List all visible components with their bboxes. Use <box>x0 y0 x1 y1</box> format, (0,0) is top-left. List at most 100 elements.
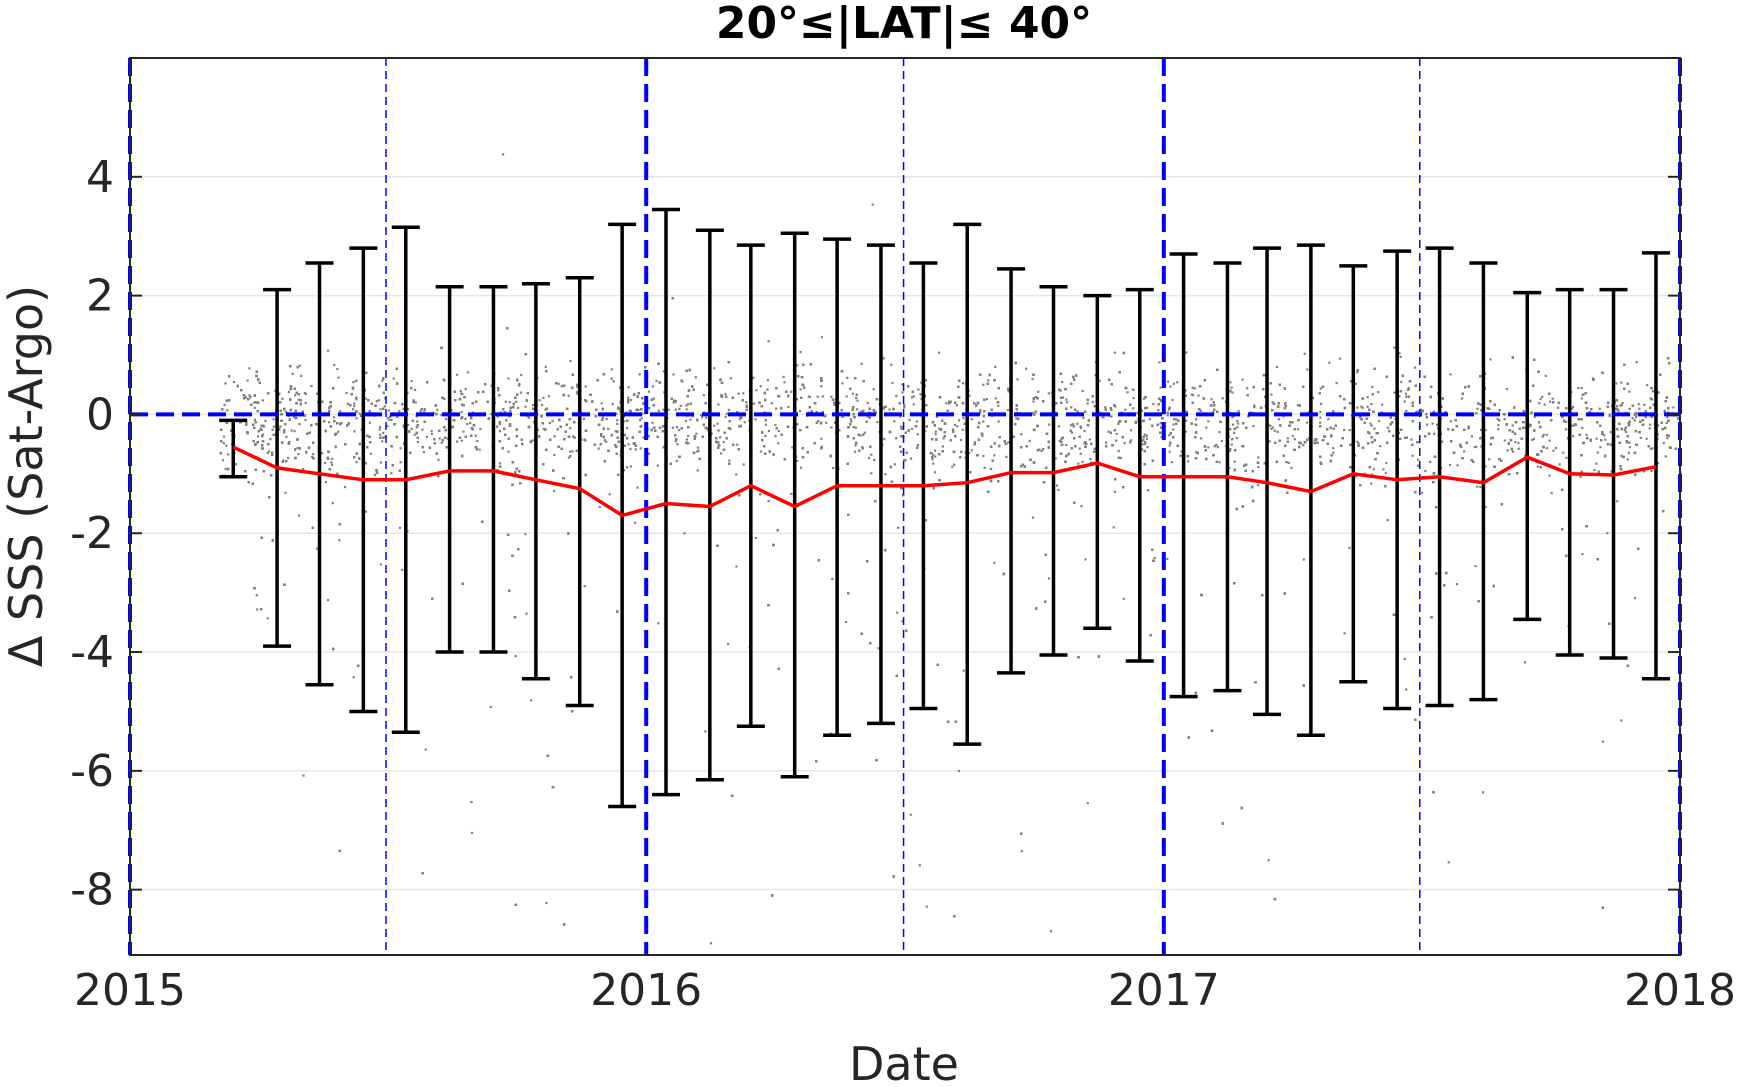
scatter-point <box>1615 382 1618 385</box>
scatter-point <box>390 418 393 422</box>
scatter-point <box>1141 448 1144 451</box>
scatter-point <box>959 438 963 442</box>
scatter-point <box>1123 442 1126 445</box>
scatter-point <box>766 388 769 391</box>
scatter-point <box>1580 397 1583 400</box>
scatter-point <box>1216 446 1219 449</box>
scatter-point <box>1511 424 1514 427</box>
scatter-point <box>1393 346 1396 349</box>
scatter-point <box>791 446 794 449</box>
scatter-point <box>312 453 315 456</box>
scatter-point <box>1132 397 1135 400</box>
scatter-point <box>352 381 355 384</box>
scatter-point <box>1296 404 1299 407</box>
scatter-point <box>1285 460 1288 464</box>
scatter-point <box>1615 407 1618 410</box>
scatter-point <box>1071 423 1075 426</box>
scatter-point <box>932 454 935 457</box>
scatter-point <box>774 435 777 438</box>
scatter-point <box>1136 412 1139 415</box>
scatter-point <box>227 453 230 456</box>
scatter-point <box>567 394 570 397</box>
scatter-point <box>696 450 699 453</box>
scatter-point <box>852 426 855 429</box>
scatter-point <box>1117 449 1120 452</box>
scatter-point <box>956 425 959 428</box>
scatter-point <box>1580 387 1583 390</box>
scatter-point <box>1665 421 1668 424</box>
scatter-point <box>398 526 401 529</box>
scatter-point <box>272 433 275 436</box>
scatter-point <box>1634 416 1638 419</box>
scatter-point <box>1079 426 1083 430</box>
scatter-point <box>1620 381 1623 384</box>
scatter-point <box>1635 414 1638 417</box>
scatter-point <box>636 486 639 489</box>
scatter-point <box>997 420 1000 423</box>
scatter-point <box>1381 403 1384 406</box>
scatter-point <box>709 942 713 945</box>
scatter-point <box>1277 418 1281 421</box>
scatter-point <box>1213 445 1216 448</box>
scatter-point <box>1049 930 1052 933</box>
scatter-point <box>1480 409 1483 412</box>
scatter-point <box>474 434 477 437</box>
scatter-point <box>1061 381 1064 384</box>
scatter-point <box>470 831 474 834</box>
scatter-point <box>352 408 355 411</box>
scatter-point <box>1497 424 1500 427</box>
scatter-point <box>1079 452 1082 455</box>
scatter-point <box>672 373 675 376</box>
scatter-point <box>1218 431 1221 434</box>
scatter-point <box>527 416 531 419</box>
plot-background <box>130 58 1680 955</box>
scatter-point <box>1548 474 1551 477</box>
scatter-point <box>274 389 277 393</box>
scatter-point <box>938 427 941 430</box>
scatter-point <box>860 362 863 365</box>
scatter-point <box>987 379 990 382</box>
scatter-point <box>1411 454 1414 457</box>
scatter-point <box>918 864 921 867</box>
scatter-point <box>1081 460 1084 464</box>
scatter-point <box>1291 434 1294 438</box>
scatter-point <box>1604 438 1607 441</box>
scatter-point <box>1564 420 1568 423</box>
scatter-point <box>1484 505 1487 509</box>
scatter-point <box>1184 430 1187 433</box>
scatter-point <box>297 453 300 456</box>
scatter-point <box>597 447 600 450</box>
scatter-point <box>1562 451 1565 454</box>
scatter-point <box>625 466 629 469</box>
scatter-point <box>854 426 857 429</box>
scatter-point <box>1105 441 1108 444</box>
scatter-point <box>352 676 355 679</box>
scatter-point <box>903 406 906 409</box>
scatter-point <box>224 382 227 385</box>
scatter-point <box>637 408 640 411</box>
scatter-point <box>1147 489 1150 492</box>
scatter-point <box>1094 374 1097 377</box>
scatter-point <box>1377 420 1381 423</box>
scatter-point <box>685 404 688 407</box>
scatter-point <box>1410 438 1413 441</box>
scatter-point <box>662 370 665 373</box>
scatter-point <box>302 468 305 471</box>
scatter-point <box>764 423 767 426</box>
scatter-point <box>1386 519 1389 522</box>
scatter-point <box>1616 435 1619 438</box>
scatter-point <box>853 450 857 453</box>
scatter-point <box>1233 460 1236 463</box>
scatter-point <box>1065 398 1068 401</box>
scatter-point <box>846 376 849 379</box>
scatter-point <box>598 505 601 508</box>
scatter-point <box>1275 365 1279 369</box>
scatter-point <box>1593 468 1596 472</box>
scatter-point <box>1557 406 1560 409</box>
scatter-point <box>1595 437 1598 440</box>
scatter-point <box>1047 392 1050 395</box>
scatter-point <box>262 424 265 427</box>
scatter-point <box>1548 439 1551 442</box>
scatter-point <box>410 427 413 430</box>
